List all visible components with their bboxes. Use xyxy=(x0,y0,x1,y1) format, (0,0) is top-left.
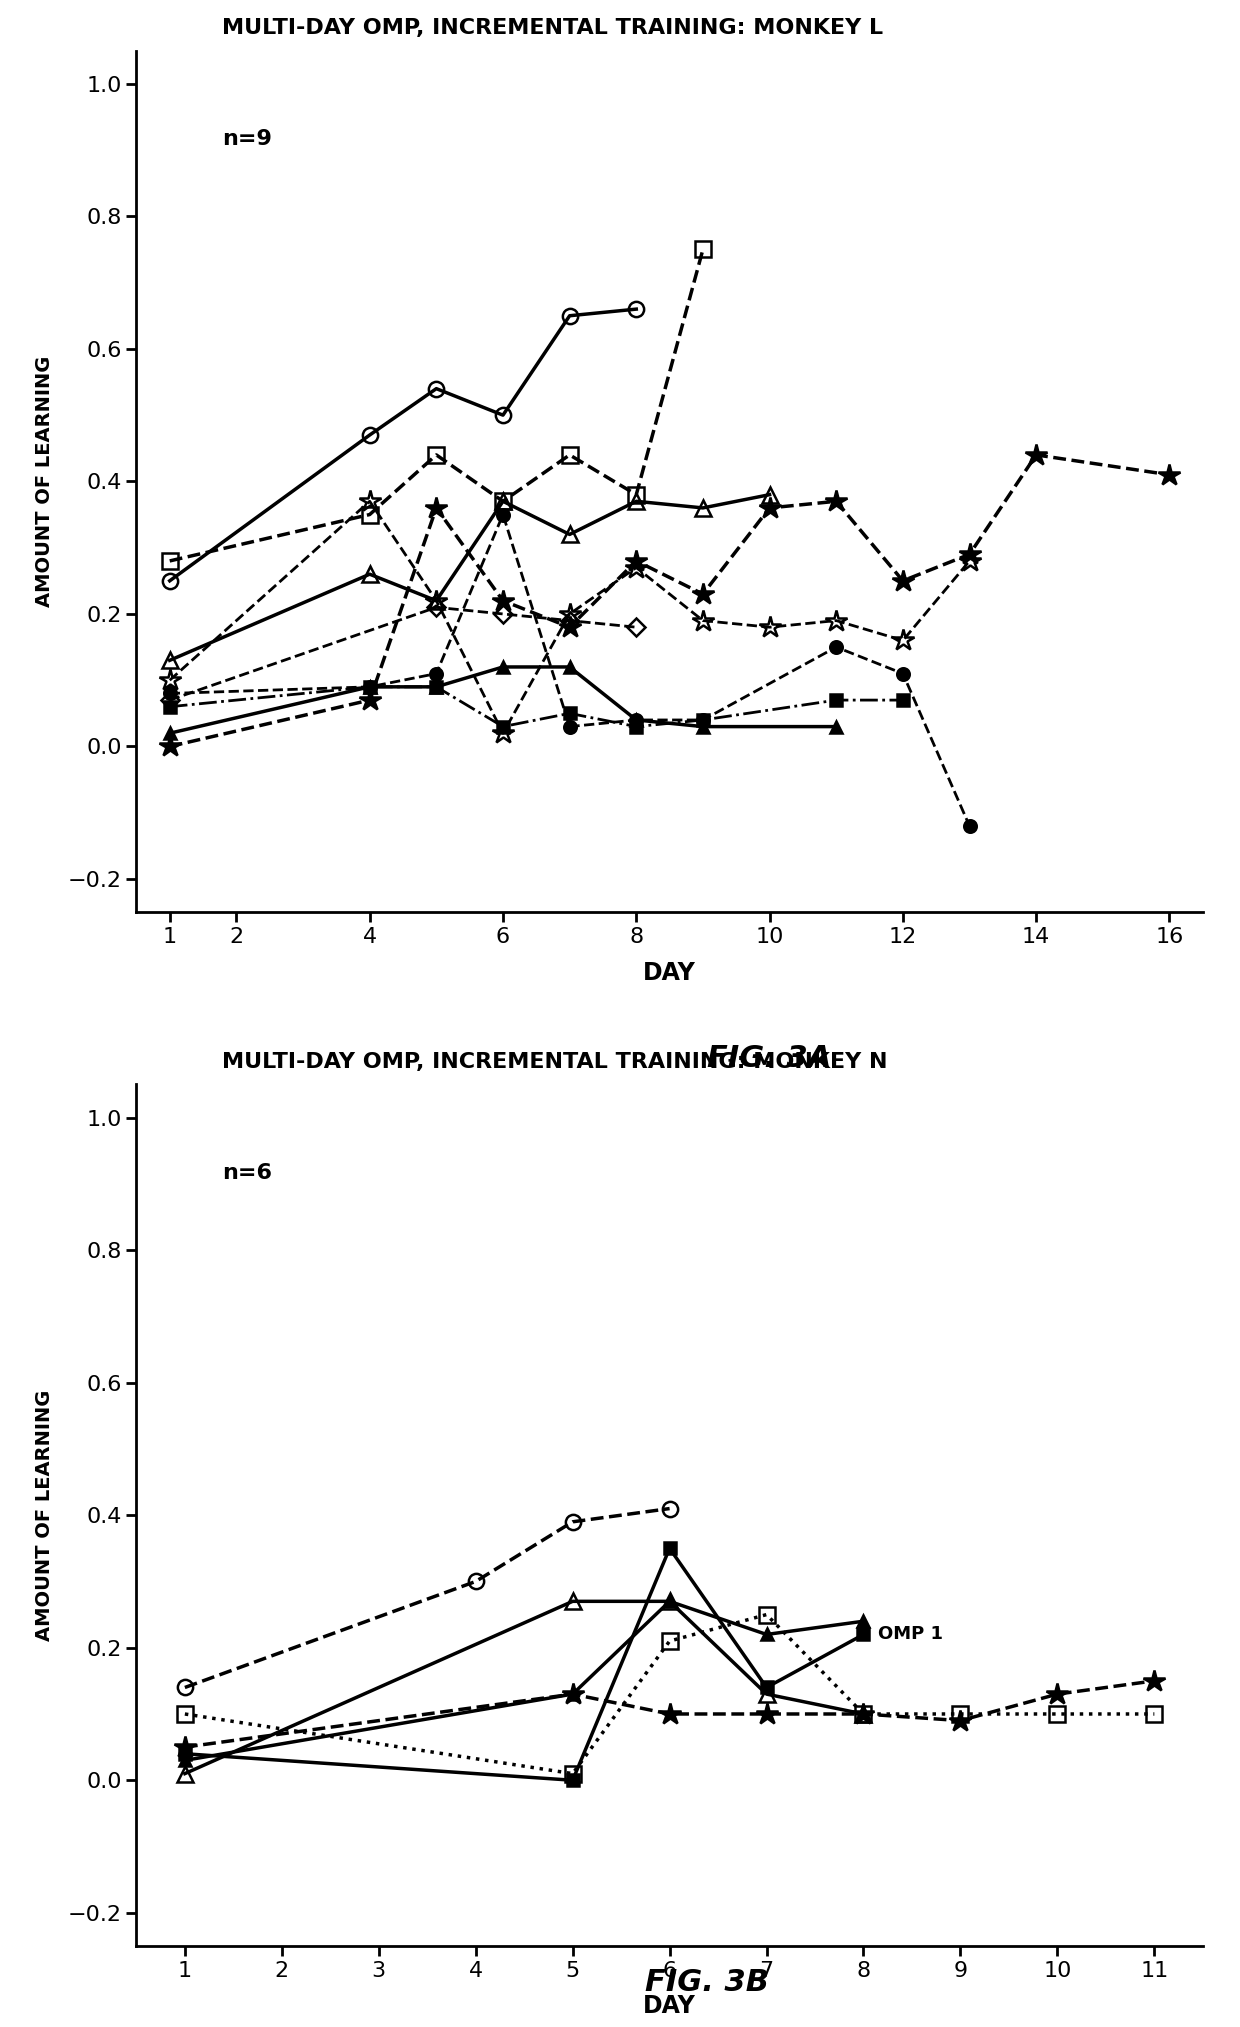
Text: MULTI-DAY OMP, INCREMENTAL TRAINING: MONKEY N: MULTI-DAY OMP, INCREMENTAL TRAINING: MON… xyxy=(222,1052,887,1072)
Text: n=9: n=9 xyxy=(222,130,272,150)
Text: FIG. 3A: FIG. 3A xyxy=(707,1044,831,1072)
Text: OMP 1: OMP 1 xyxy=(878,1626,944,1644)
Text: MULTI-DAY OMP, INCREMENTAL TRAINING: MONKEY L: MULTI-DAY OMP, INCREMENTAL TRAINING: MON… xyxy=(222,18,883,39)
Y-axis label: AMOUNT OF LEARNING: AMOUNT OF LEARNING xyxy=(35,355,53,608)
Y-axis label: AMOUNT OF LEARNING: AMOUNT OF LEARNING xyxy=(35,1388,53,1642)
Text: FIG. 3B: FIG. 3B xyxy=(645,1968,769,1997)
X-axis label: DAY: DAY xyxy=(644,961,696,985)
X-axis label: DAY: DAY xyxy=(644,1995,696,2019)
Text: n=6: n=6 xyxy=(222,1163,272,1184)
